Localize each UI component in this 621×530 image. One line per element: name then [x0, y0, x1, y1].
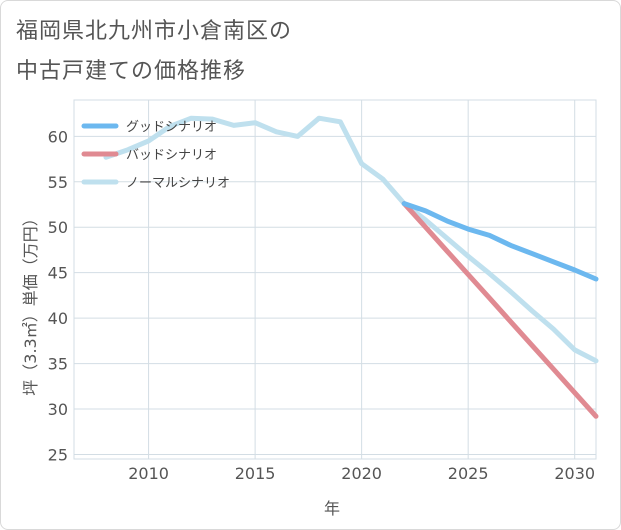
y-tick-label: 60	[48, 127, 68, 146]
tick-labels: 2010 2015 2020 2025 2030 25 30 35 40 45 50 55 60	[48, 127, 595, 483]
y-tick-label: 55	[48, 173, 68, 192]
chart-title: 福岡県北九州市小倉南区の 中古戸建ての価格推移	[16, 12, 292, 92]
x-tick-label: 2020	[341, 464, 382, 483]
y-tick-label: 50	[48, 218, 68, 237]
x-tick-label: 2025	[448, 464, 489, 483]
x-tick-label: 2010	[128, 464, 169, 483]
y-tick-label: 40	[48, 309, 68, 328]
x-axis-label: 年	[324, 499, 340, 518]
legend-label-1: バッドシナリオ	[126, 148, 217, 163]
x-tick-label: 2030	[554, 464, 595, 483]
series-line-0	[401, 201, 599, 282]
y-tick-label: 30	[48, 400, 68, 419]
series-lines	[103, 115, 599, 419]
y-tick-label: 35	[48, 355, 68, 374]
y-tick-label: 45	[48, 264, 68, 283]
legend-label-2: ノーマルシナリオ	[126, 176, 230, 191]
chart-title-line-1: 福岡県北九州市小倉南区の	[16, 19, 293, 44]
y-tick-label: 25	[48, 445, 68, 464]
x-tick-label: 2015	[235, 464, 276, 483]
legend-label-0: グッドシナリオ	[126, 120, 217, 135]
y-axis-label: 坪（3.3㎡）単価（万円）	[21, 210, 40, 395]
chart-title-line-2: 中古戸建ての価格推移	[16, 59, 247, 84]
series-line-1	[401, 201, 599, 419]
series-line-2	[103, 115, 599, 364]
